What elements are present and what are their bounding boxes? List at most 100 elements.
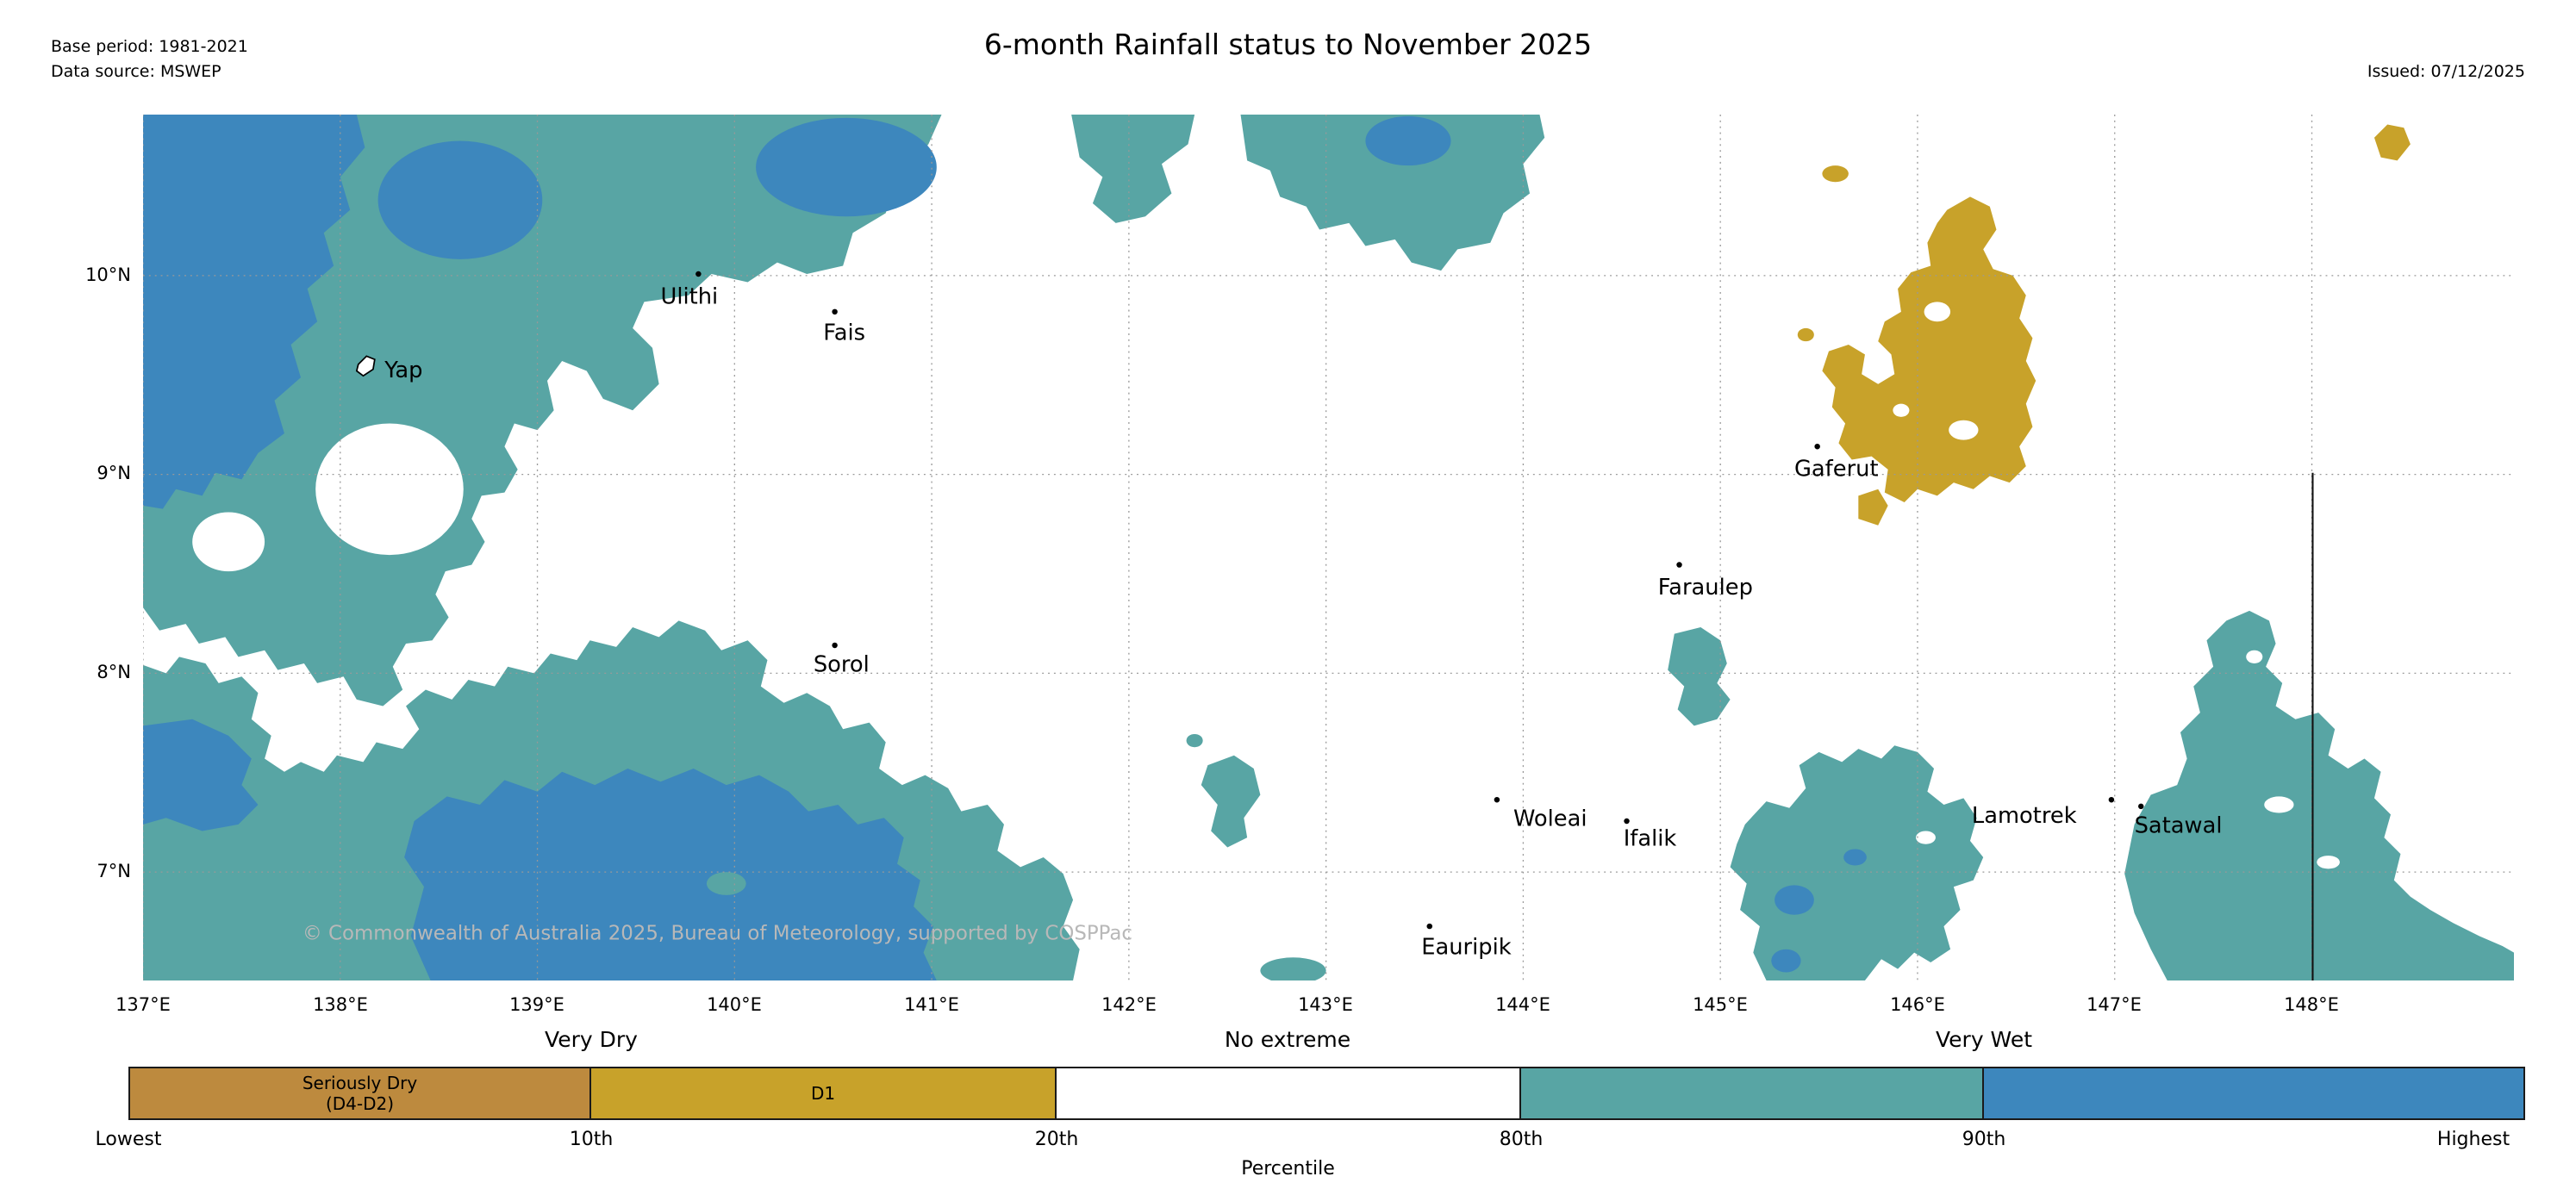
extremely-wet-shape <box>1843 849 1867 866</box>
colorbar-segment-d1: D1 <box>591 1068 1057 1118</box>
x-tick-label: 138°E <box>313 994 368 1015</box>
x-tick-label: 148°E <box>2284 994 2339 1015</box>
island-label-lamotrek: Lamotrek <box>1972 803 2077 829</box>
island-label-yap: Yap <box>384 358 422 383</box>
copyright-watermark: © Commonwealth of Australia 2025, Bureau… <box>303 922 1132 944</box>
colorbar-segment-very-wet <box>1521 1068 1984 1118</box>
island-marker <box>2108 796 2115 803</box>
x-tick-label: 146°E <box>1890 994 1945 1015</box>
island-marker <box>695 271 702 277</box>
island-marker <box>832 642 838 649</box>
y-tick-label: 10°N <box>85 265 131 285</box>
colorbar-tick-10th: 10th <box>569 1129 614 1150</box>
colorbar-tick-90th: 90th <box>1962 1129 2006 1150</box>
header-meta: Base period: 1981-2021 Data source: MSWE… <box>51 34 248 84</box>
d1-shape <box>1822 196 2036 503</box>
region-d1-holes <box>1893 302 1979 440</box>
hole-shape <box>1949 420 1979 440</box>
extremely-wet-shape <box>1771 949 1801 973</box>
y-tick-label: 8°N <box>97 662 131 682</box>
hole-shape <box>2264 796 2294 813</box>
extremely-wet-shape <box>404 768 937 980</box>
extremely-wet-shape <box>143 115 365 509</box>
map-canvas: Yap Ulithi Fais Sorol Gaferut Faraulep W… <box>143 115 2514 980</box>
very-wet-shape <box>143 115 942 707</box>
base-period-text: Base period: 1981-2021 <box>51 37 248 56</box>
hole-shape <box>2246 650 2263 663</box>
y-tick-label: 7°N <box>97 861 131 881</box>
island-label-ulithi: Ulithi <box>661 283 719 309</box>
page-title: 6-month Rainfall status to November 2025 <box>983 28 1593 61</box>
segment-label: D1 <box>810 1083 836 1104</box>
island-marker <box>1426 923 1432 930</box>
island-label-ifalik: Ifalik <box>1624 826 1677 852</box>
hole-shape <box>1893 403 1910 417</box>
x-tick-label: 144°E <box>1495 994 1550 1015</box>
d1-shape <box>2373 124 2411 161</box>
extremely-wet-shape <box>377 140 543 259</box>
region-extremely-wet <box>143 115 1867 980</box>
colorbar-tick-80th: 80th <box>1499 1129 1544 1150</box>
extremely-wet-shape <box>756 117 937 217</box>
hole-shape <box>1924 302 1951 322</box>
hole-shape <box>315 423 464 556</box>
island-label-gaferut: Gaferut <box>1794 457 1879 482</box>
island-marker <box>1814 443 1820 450</box>
yap-island-outline <box>355 355 376 377</box>
island-markers <box>695 271 2144 930</box>
percentile-colorbar: Seriously Dry (D4-D2) D1 <box>128 1067 2525 1120</box>
x-tick-label: 141°E <box>904 994 959 1015</box>
colorbar-segment-no-extreme <box>1057 1068 1521 1118</box>
x-tick-label: 142°E <box>1101 994 1157 1015</box>
very-wet-shape <box>706 872 746 895</box>
colorbar-axis-label: Percentile <box>1241 1158 1335 1180</box>
d1-shape <box>1822 165 1849 183</box>
island-marker <box>1624 818 1630 825</box>
hole-shape <box>2317 856 2340 869</box>
island-label-faraulep: Faraulep <box>1658 575 1753 601</box>
legend-label-no-extreme: No extreme <box>1224 1027 1351 1052</box>
hole-shape <box>192 512 265 572</box>
x-tick-label: 137°E <box>115 994 171 1015</box>
colorbar-tick-highest: Highest <box>2436 1129 2511 1150</box>
segment-sublabel: (D4-D2) <box>325 1093 395 1114</box>
y-tick-label: 9°N <box>97 463 131 483</box>
island-labels: Yap Ulithi Fais Sorol Gaferut Faraulep W… <box>384 283 2222 960</box>
segment-label: Seriously Dry <box>302 1073 418 1093</box>
extremely-wet-shape <box>1365 115 1451 166</box>
colorbar-segment-seriously-dry: Seriously Dry (D4-D2) <box>130 1068 591 1118</box>
very-wet-shape <box>1240 115 1545 271</box>
legend-label-very-dry: Very Dry <box>545 1027 638 1052</box>
very-wet-shape <box>1260 957 1326 980</box>
island-label-eauripik: Eauripik <box>1421 934 1512 960</box>
island-marker <box>1494 796 1500 803</box>
x-tick-label: 145°E <box>1693 994 1748 1015</box>
colorbar-tick-20th: 20th <box>1034 1129 1079 1150</box>
x-tick-label: 147°E <box>2086 994 2142 1015</box>
island-label-sorol: Sorol <box>814 651 870 677</box>
x-tick-label: 140°E <box>707 994 762 1015</box>
very-wet-shape <box>1201 755 1261 848</box>
d1-shape <box>1797 327 1814 342</box>
region-d1-dry <box>1797 124 2411 526</box>
island-label-satawal: Satawal <box>2135 812 2223 838</box>
extremely-wet-shape <box>143 719 259 831</box>
legend-label-very-wet: Very Wet <box>1936 1027 2032 1052</box>
d1-shape <box>1858 489 1888 526</box>
hole-shape <box>1916 831 1936 844</box>
data-source-text: Data source: MSWEP <box>51 61 221 81</box>
very-wet-shape <box>1668 626 1731 726</box>
issued-date: Issued: 07/12/2025 <box>2367 62 2525 81</box>
colorbar-tick-lowest: Lowest <box>95 1129 162 1150</box>
x-tick-label: 143°E <box>1298 994 1353 1015</box>
island-label-fais: Fais <box>823 320 865 345</box>
very-wet-shape <box>2124 610 2514 980</box>
island-marker <box>1676 562 1682 568</box>
region-very-wet-specks <box>706 872 746 895</box>
island-label-woleai: Woleai <box>1513 806 1587 832</box>
island-marker <box>832 308 838 315</box>
colorbar-segment-extremely-wet <box>1984 1068 2523 1118</box>
extremely-wet-shape <box>1775 885 1814 915</box>
very-wet-shape <box>1071 115 1195 223</box>
